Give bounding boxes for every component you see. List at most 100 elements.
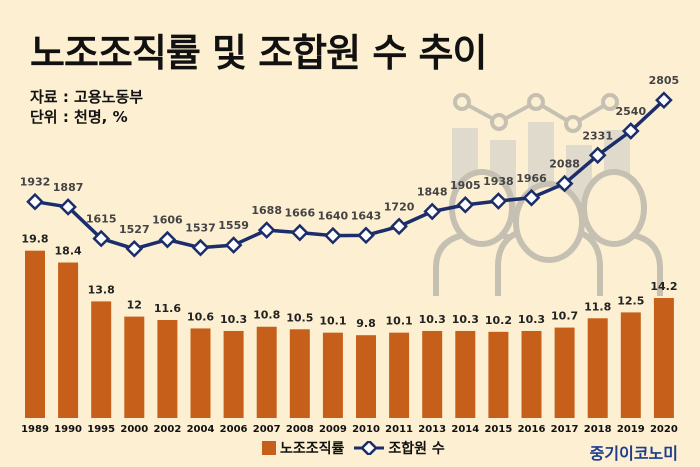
line-point-1989 <box>26 192 44 211</box>
bar-value-label: 10.3 <box>518 313 545 326</box>
line-point-2017 <box>555 174 574 193</box>
bar-value-label: 19.8 <box>21 233 48 246</box>
line-marker-icon <box>354 441 385 455</box>
line-point-2013 <box>423 202 442 221</box>
bar-2011 <box>389 332 410 418</box>
bar-2016 <box>521 330 542 418</box>
bar-2017 <box>554 327 575 418</box>
bar-2013 <box>422 330 443 418</box>
line-point-2019 <box>621 122 640 140</box>
line-point-2006 <box>224 236 243 254</box>
bar-value-label: 10.1 <box>386 315 413 328</box>
x-tick-label: 1990 <box>54 424 82 435</box>
line-value-label: 2540 <box>615 105 646 118</box>
bar-1995 <box>91 301 112 418</box>
line-value-label: 1932 <box>20 176 51 189</box>
bar-value-label: 18.4 <box>55 245 82 258</box>
line-point-2004 <box>191 238 210 257</box>
x-tick-label: 1995 <box>87 424 115 435</box>
bar-2015 <box>488 331 509 418</box>
line-value-label: 1606 <box>152 214 183 227</box>
line-point-2016 <box>522 188 541 207</box>
line-value-label: 1938 <box>483 175 514 188</box>
bar-value-label: 10.2 <box>485 314 512 327</box>
legend-item-bar: 노조조직률 <box>262 438 344 458</box>
line-point-2010 <box>357 226 375 245</box>
bar-series <box>25 250 674 418</box>
bar-2014 <box>455 330 476 418</box>
line-value-label: 1643 <box>351 209 382 222</box>
x-axis-tick-labels: 1989 1990 1995 2000 2002 2004 2006 2007 2008 2009… <box>21 424 678 435</box>
line-series <box>26 91 673 258</box>
line-value-label: 1905 <box>450 179 481 192</box>
x-tick-label: 2020 <box>650 424 678 435</box>
bar-2000 <box>124 316 145 418</box>
bar-1990 <box>58 262 79 418</box>
x-tick-label: 2018 <box>584 424 612 435</box>
line-value-label: 1688 <box>251 204 282 217</box>
x-tick-label: 2009 <box>319 424 347 435</box>
bar-1989 <box>25 250 45 418</box>
bar-value-label: 10.3 <box>452 313 479 326</box>
line-value-label: 1537 <box>185 222 216 235</box>
x-tick-label: 2011 <box>385 424 413 435</box>
line-point-2018 <box>588 146 607 165</box>
group-of-people-with-chart-icon <box>433 93 663 296</box>
bar-value-label: 12.5 <box>617 294 644 307</box>
bar-value-label: 12 <box>127 299 142 312</box>
line-value-label: 1640 <box>318 210 349 223</box>
line-point-2007 <box>257 221 276 239</box>
x-tick-label: 2008 <box>286 424 314 435</box>
line-point-2000 <box>125 239 144 258</box>
line-value-label: 1527 <box>119 223 150 236</box>
line-point-1995 <box>92 229 111 248</box>
brand-logo: 중기이코노미 <box>589 444 678 463</box>
bar-value-label: 10.1 <box>319 315 346 328</box>
line-point-2015 <box>489 192 508 210</box>
x-tick-label: 2000 <box>120 424 148 435</box>
x-tick-label: 2007 <box>253 424 281 435</box>
x-tick-label: 2013 <box>418 424 446 435</box>
line-value-label: 2805 <box>649 74 680 87</box>
bar-value-label: 10.7 <box>551 310 578 323</box>
legend: 노조조직률 조합원 수 <box>262 438 445 458</box>
line-value-label: 1848 <box>417 185 448 198</box>
bar-2010 <box>356 335 376 418</box>
bar-value-label: 10.8 <box>253 309 280 322</box>
bar-2019 <box>620 312 641 418</box>
bar-value-labels: 19.8 18.4 13.8 12 11.6 10.6 10.3 10.8 10.5 10.1 9.… <box>21 233 677 331</box>
line-point-1990 <box>59 198 77 216</box>
bar-2009 <box>322 332 343 418</box>
bar-value-label: 9.8 <box>356 317 376 330</box>
bar-2004 <box>190 328 211 418</box>
line-value-label: 1666 <box>284 207 315 220</box>
line-point-2020 <box>655 91 673 110</box>
x-tick-label: 1989 <box>21 424 49 435</box>
bar-2020 <box>653 298 674 418</box>
legend-label-bar: 노조조직률 <box>280 441 345 457</box>
x-tick-label: 2002 <box>153 424 181 435</box>
line-point-2011 <box>390 217 408 236</box>
line-point-2009 <box>324 226 342 245</box>
source-label: 자료 : 고용노동부 <box>30 88 144 106</box>
line-value-label: 1559 <box>218 219 249 232</box>
x-tick-label: 2006 <box>220 424 248 435</box>
x-tick-label: 2010 <box>352 424 380 435</box>
bar-2018 <box>587 318 608 418</box>
line-value-label: 1615 <box>86 213 117 226</box>
line-point-2002 <box>158 230 177 249</box>
bar-value-label: 10.3 <box>220 313 247 326</box>
bar-value-label: 10.3 <box>419 313 446 326</box>
bar-swatch-icon <box>262 441 276 455</box>
line-value-label: 2088 <box>549 158 580 171</box>
legend-item-line: 조합원 수 <box>354 438 445 458</box>
x-tick-label: 2016 <box>518 424 546 435</box>
x-tick-label: 2019 <box>617 424 645 435</box>
bar-value-label: 13.8 <box>88 283 115 296</box>
line-value-label: 2331 <box>582 129 613 142</box>
legend-label-line: 조합원 수 <box>388 441 445 457</box>
bar-value-label: 11.6 <box>154 302 181 315</box>
bar-2008 <box>289 329 310 418</box>
line-point-2008 <box>290 223 309 242</box>
